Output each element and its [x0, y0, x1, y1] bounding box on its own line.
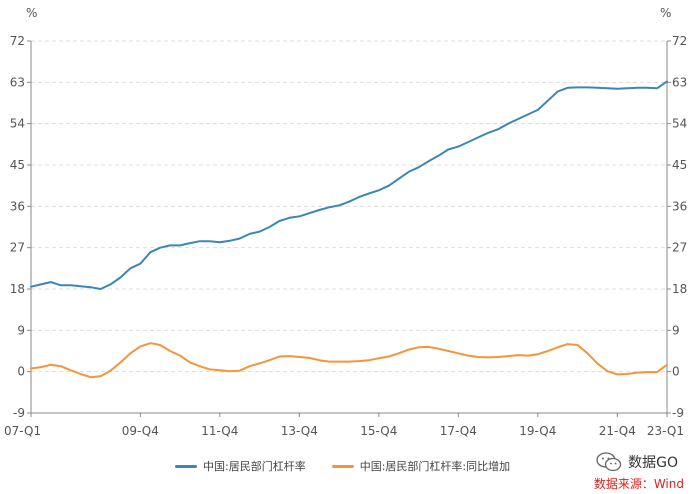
y-tick-label-left-72: 72	[10, 34, 25, 48]
x-tick-label-11-Q4: 11-Q4	[201, 424, 238, 438]
legend: 中国:居民部门杠杆率 中国:居民部门杠杆率:同比增加	[175, 458, 510, 474]
x-tick-label-09-Q4: 09-Q4	[122, 424, 159, 438]
y-tick-label-right-54: 54	[672, 117, 687, 131]
y-tick-labels: -9 -9 0 0 9 9 18 18 27 27 36 36 45 45 54 54 63 63 72 72	[10, 34, 688, 420]
watermark-brand: 数据GO	[628, 455, 678, 471]
legend-label-yoy: 中国:居民部门杠杆率:同比增加	[359, 460, 511, 473]
y-tick-label-right-9: 9	[672, 323, 680, 337]
series-line-1	[30, 80, 668, 290]
x-tick-label-17-Q4: 17-Q4	[440, 424, 477, 438]
series-line-2	[30, 342, 668, 379]
watermark: 数据GO	[596, 452, 678, 472]
wechat-icon	[596, 452, 622, 472]
y-tick-label-left-45: 45	[10, 158, 25, 172]
y-tick-label-left-36: 36	[10, 199, 25, 213]
legend-label-leverage: 中国:居民部门杠杆率	[203, 460, 306, 473]
y-tick-label-right-27: 27	[672, 241, 687, 255]
legend-item-leverage[interactable]: 中国:居民部门杠杆率	[175, 458, 306, 474]
legend-swatch-leverage	[175, 464, 197, 468]
right-unit-label: %	[660, 6, 671, 20]
left-unit-label: %	[26, 6, 37, 20]
y-tick-label-left-18: 18	[10, 282, 25, 296]
y-tick-label-right-63: 63	[672, 75, 687, 89]
source-note: 数据来源：Wind	[593, 477, 684, 491]
y-tick-label-left-54: 54	[10, 117, 25, 131]
y-tick-label-left-0: 0	[17, 365, 25, 379]
y-tick-label-right-36: 36	[672, 199, 687, 213]
y-tick-label-right-18: 18	[672, 282, 687, 296]
y-tick-label-left-63: 63	[10, 75, 25, 89]
y-tick-label-right-72: 72	[672, 34, 687, 48]
y-tick-label-right-45: 45	[672, 158, 687, 172]
gridlines	[31, 40, 667, 414]
legend-swatch-yoy	[331, 464, 354, 468]
x-tick-label-19-Q4: 19-Q4	[519, 424, 556, 438]
y-tick-label-right-0: 0	[672, 365, 680, 379]
x-tick-labels: 07-Q1 09-Q4 11-Q4 13-Q4 15-Q4 17-Q4 19-Q4 21-Q4…	[4, 424, 684, 438]
x-tick-label-13-Q4: 13-Q4	[281, 424, 318, 438]
x-tick-label-21-Q4: 21-Q4	[599, 424, 636, 438]
y-tick-label-left-27: 27	[10, 241, 25, 255]
series-lines	[30, 80, 668, 379]
legend-item-yoy[interactable]: 中国:居民部门杠杆率:同比增加	[331, 458, 511, 474]
y-tick-label-left-9: 9	[17, 323, 25, 337]
x-tick-label-23-Q1: 23-Q1	[647, 424, 684, 438]
x-tick-label-07-Q1: 07-Q1	[4, 424, 41, 438]
x-tick-label-15-Q4: 15-Q4	[360, 424, 397, 438]
y-tick-label-left--9: -9	[13, 406, 25, 420]
axes	[27, 40, 671, 417]
y-tick-label-right--9: -9	[672, 406, 684, 420]
